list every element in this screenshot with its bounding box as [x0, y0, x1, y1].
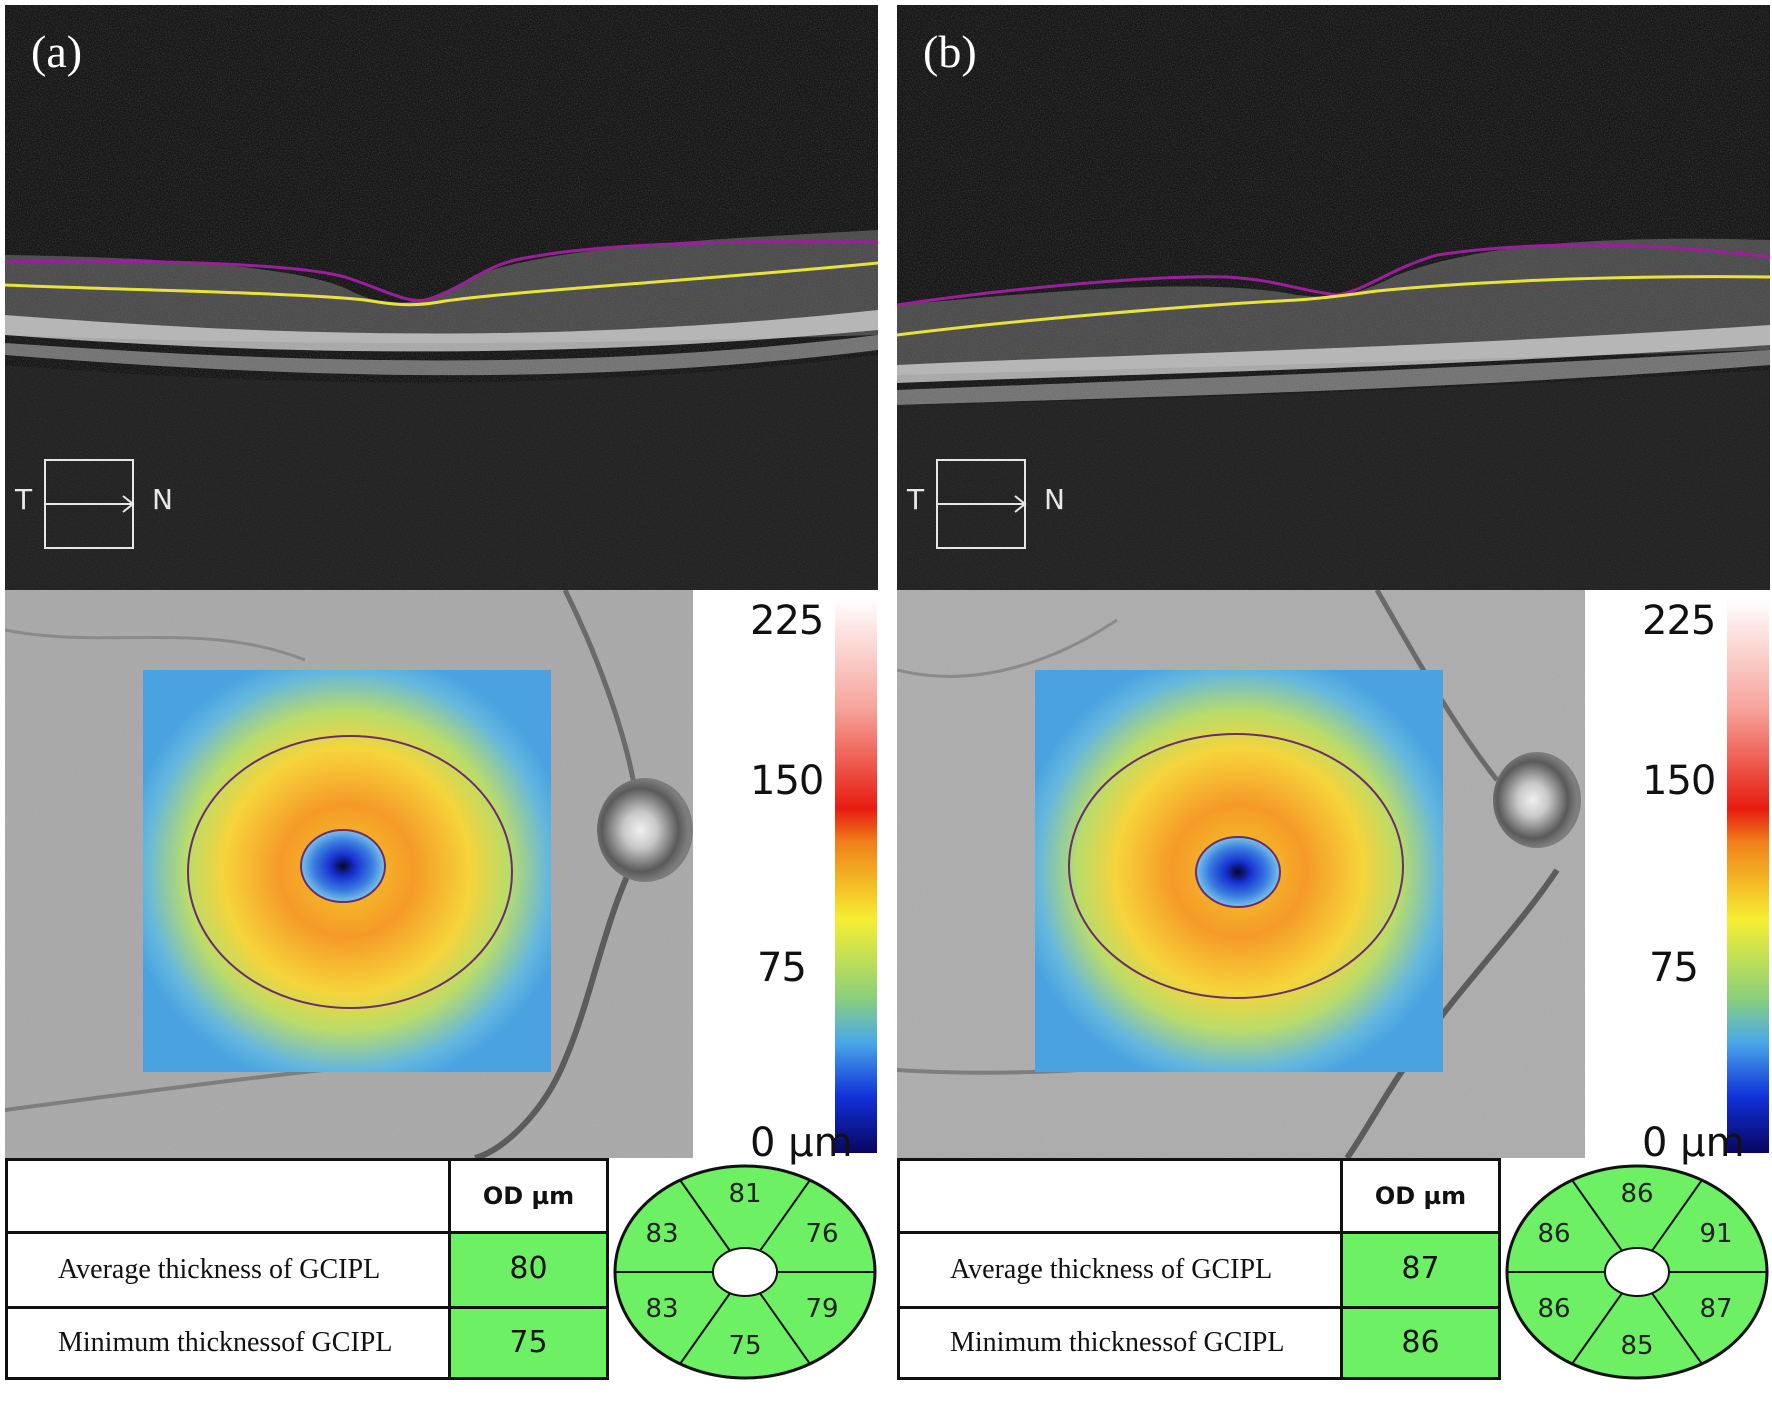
ipl-boundary-line [897, 275, 1770, 337]
gcipl-table: OD µm Average thickness of GCIPL 80 Mini… [5, 1158, 609, 1380]
sector-superior: 86 [1620, 1179, 1653, 1209]
colorbar-unit: 0 µm [1642, 1120, 1745, 1166]
sector-inferotemporal: 86 [1537, 1294, 1570, 1324]
ipl-boundary-line [5, 261, 878, 307]
optic-disc [1493, 752, 1581, 848]
arrow-right-icon [1014, 495, 1027, 513]
panel-label: (b) [923, 26, 977, 77]
sector-superonasal: 91 [1699, 1219, 1732, 1249]
colorbar-tick: 75 [1649, 945, 1699, 991]
gcipl-table: OD µm Average thickness of GCIPL 87 Mini… [897, 1158, 1501, 1380]
column-header: OD µm [482, 1182, 575, 1210]
colorbar-tick: 225 [1642, 598, 1716, 644]
temporal-label: T [15, 483, 33, 516]
column-header: OD µm [1374, 1182, 1467, 1210]
sector-inferonasal: 87 [1699, 1294, 1732, 1324]
average-thickness-value: 80 [451, 1234, 606, 1306]
arrow-right-icon [122, 495, 135, 513]
nasal-label: N [1044, 483, 1065, 516]
panel-label: (a) [31, 26, 83, 77]
table-row: Minimum thicknessof GCIPL 86 [900, 1309, 1498, 1377]
row-label: Average thickness of GCIPL [58, 1254, 381, 1285]
colorbar-tick: 150 [750, 758, 824, 804]
panel-a: (a) T N 225 150 75 0 µm OD µm [5, 0, 880, 1426]
minimum-thickness-value: 75 [451, 1309, 606, 1377]
fundus-thickness-map [897, 590, 1585, 1158]
row-label: Average thickness of GCIPL [950, 1254, 1273, 1285]
colorbar-tick: 150 [1642, 758, 1716, 804]
sector-inferior: 85 [1620, 1331, 1653, 1361]
nasal-label: N [152, 483, 173, 516]
thickness-colorbar: 225 150 75 0 µm [1585, 590, 1772, 1166]
sector-inferior: 75 [728, 1331, 761, 1361]
table-header-row: OD µm [900, 1161, 1498, 1234]
colorbar-tick: 225 [750, 598, 824, 644]
sector-superior: 81 [728, 1179, 761, 1209]
colorbar-tick: 75 [757, 945, 807, 991]
temporal-label: T [907, 483, 925, 516]
sector-inferotemporal: 83 [645, 1294, 678, 1324]
table-row: Average thickness of GCIPL 80 [8, 1234, 606, 1309]
sector-thickness-map: 81 83 76 83 79 75 [612, 1162, 878, 1382]
minimum-thickness-value: 86 [1343, 1309, 1498, 1377]
sector-inferonasal: 79 [805, 1294, 838, 1324]
thickness-colorbar: 225 150 75 0 µm [693, 590, 880, 1166]
sector-superotemporal: 86 [1537, 1219, 1570, 1249]
row-label: Minimum thicknessof GCIPL [950, 1327, 1285, 1358]
row-label: Minimum thicknessof GCIPL [58, 1327, 393, 1358]
average-thickness-value: 87 [1343, 1234, 1498, 1306]
fundus-thickness-map [5, 590, 693, 1158]
sector-superotemporal: 83 [645, 1219, 678, 1249]
table-row: Minimum thicknessof GCIPL 75 [8, 1309, 606, 1377]
optic-disc [597, 778, 693, 882]
oct-bscan-image: (b) T N [897, 5, 1770, 590]
table-header-row: OD µm [8, 1161, 606, 1234]
sector-thickness-map: 86 86 91 86 87 85 [1504, 1162, 1770, 1382]
sector-superonasal: 76 [805, 1219, 838, 1249]
colorbar-unit: 0 µm [750, 1120, 853, 1166]
oct-bscan-image: (a) T N [5, 5, 878, 590]
panel-b: (b) T N 225 150 75 0 µm OD µm [897, 0, 1772, 1426]
gcl-boundary-line [5, 240, 878, 302]
table-row: Average thickness of GCIPL 87 [900, 1234, 1498, 1309]
